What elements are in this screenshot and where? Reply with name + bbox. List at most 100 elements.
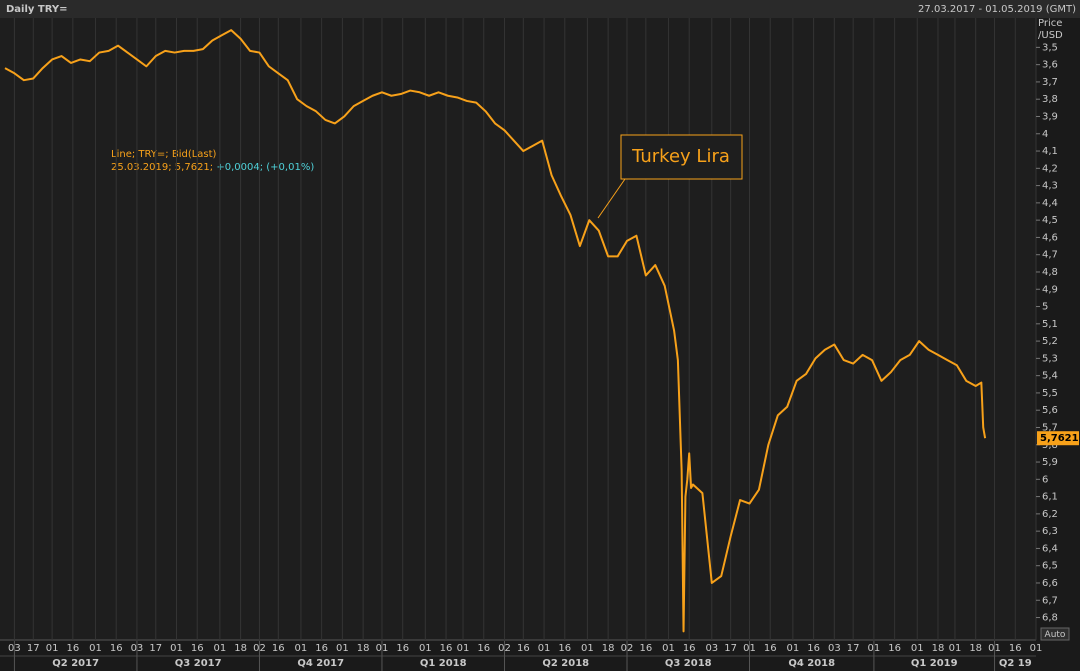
x-tick-label: 01: [949, 643, 962, 654]
quarter-label: Q1 2019: [911, 658, 958, 669]
date-range: 27.03.2017 - 01.05.2019 (GMT): [918, 4, 1076, 15]
y-tick-label: 5,8: [1042, 440, 1058, 451]
x-tick-label: 18: [357, 643, 370, 654]
y-tick-label: 4,4: [1042, 198, 1058, 209]
y-tick-label: 6,7: [1042, 595, 1058, 606]
y-tick-label: 5,1: [1042, 319, 1058, 330]
y-tick-label: 5,5: [1042, 388, 1058, 399]
x-tick-label: 16: [558, 643, 571, 654]
x-tick-label: 01: [662, 643, 675, 654]
y-tick-label: 6,8: [1042, 613, 1058, 624]
x-tick-label: 01: [336, 643, 349, 654]
y-tick-label: 4,9: [1042, 284, 1058, 295]
y-tick-label: 4,3: [1042, 181, 1058, 192]
x-tick-label: 03: [828, 643, 841, 654]
x-tick-label: 01: [786, 643, 799, 654]
price-line: [4, 29, 987, 633]
x-tick-label: 16: [517, 643, 530, 654]
x-tick-label: 16: [396, 643, 409, 654]
quarter-label: Q4 2018: [788, 658, 835, 669]
x-tick-label: 16: [272, 643, 285, 654]
y-tick-label: 3,8: [1042, 94, 1058, 105]
x-tick-label: 01: [911, 643, 924, 654]
y-tick-label: 3,5: [1042, 42, 1058, 53]
x-tick-label: 01: [89, 643, 102, 654]
x-tick-label: 16: [440, 643, 453, 654]
legend-quote: 25.03.2019; 5,7621;: [111, 162, 213, 173]
x-tick-label: 16: [639, 643, 652, 654]
y-tick-label: 4: [1042, 129, 1048, 140]
y-axis-panel: [1036, 18, 1080, 671]
x-tick-label: 01: [457, 643, 470, 654]
y-tick-label: 5,2: [1042, 336, 1058, 347]
auto-button[interactable]: [1040, 627, 1070, 641]
x-tick-label: 17: [27, 643, 40, 654]
x-tick-label: 01: [295, 643, 308, 654]
callout-text: Turkey Lira: [631, 146, 730, 167]
quarter-label: Q2 2018: [542, 658, 589, 669]
y-tick-label: 5,4: [1042, 371, 1058, 382]
x-tick-label: 03: [705, 643, 718, 654]
legend-line: Line; TRY=; Bid(Last): [111, 149, 217, 160]
y-tick-label: 5,7: [1042, 422, 1058, 433]
y-tick-label: 5,3: [1042, 353, 1058, 364]
x-tick-label: 01: [1030, 643, 1043, 654]
y-tick-label: 6,5: [1042, 561, 1058, 572]
quarter-label: Q3 2018: [665, 658, 712, 669]
x-tick-label: 18: [234, 643, 247, 654]
price-tag-label: 5,7621: [1040, 433, 1079, 444]
callout-box: [620, 134, 743, 180]
y-tick-label: 6: [1042, 474, 1048, 485]
plot: [4, 18, 1037, 640]
quarter-label: Q2 19: [999, 658, 1032, 669]
quarter-label: Q3 2017: [175, 658, 222, 669]
quarter-label: Q4 2017: [297, 658, 344, 669]
x-tick-label: 01: [419, 643, 432, 654]
x-tick-label: 16: [888, 643, 901, 654]
auto-button-label[interactable]: Auto: [1045, 630, 1066, 640]
y-tick-label: 3,6: [1042, 60, 1058, 71]
x-tick-label: 16: [683, 643, 696, 654]
y-tick-label: 5: [1042, 302, 1048, 313]
y-tick-label: 5,6: [1042, 405, 1058, 416]
y-tick-label: 5,9: [1042, 457, 1058, 468]
x-tick-label: 01: [214, 643, 227, 654]
y-tick-label: 4,7: [1042, 250, 1058, 261]
y-tick-label: 6,3: [1042, 526, 1058, 537]
x-tick-label: 01: [538, 643, 551, 654]
x-tick-label: 18: [969, 643, 982, 654]
y-tick-label: 3,7: [1042, 77, 1058, 88]
x-tick-label: 01: [46, 643, 59, 654]
x-tick-label: 17: [149, 643, 162, 654]
price-tag: [1037, 431, 1079, 446]
x-tick-label: 01: [170, 643, 183, 654]
quarter-label: Q2 2017: [52, 658, 99, 669]
callout-leader: [597, 178, 626, 219]
y-axis-label-box: Price /USD: [1038, 18, 1063, 41]
y-tick-label: 4,5: [1042, 215, 1058, 226]
x-tick-label: 18: [932, 643, 945, 654]
y-tick-label: 4,2: [1042, 163, 1058, 174]
x-tick-label: 16: [764, 643, 777, 654]
legend-text: 25.03.2019; 5,7621; +0,0004; (+0,01%): [111, 162, 314, 173]
quarter-label: Q1 2018: [420, 658, 467, 669]
x-tick-label: 18: [602, 643, 615, 654]
y-tick-label: 4,1: [1042, 146, 1058, 157]
y-axis-label: Price /USD: [1038, 18, 1063, 41]
x-tick-label: 16: [807, 643, 820, 654]
x-tick-label: 16: [1009, 643, 1022, 654]
x-tick-label: 16: [477, 643, 490, 654]
x-tick-label: 17: [724, 643, 737, 654]
x-tick-label: 16: [110, 643, 123, 654]
y-tick-label: 3,9: [1042, 111, 1058, 122]
x-tick-label: 16: [191, 643, 204, 654]
header-bar: [0, 0, 1080, 18]
x-tick-label: 16: [66, 643, 79, 654]
y-tick-label: 4,8: [1042, 267, 1058, 278]
x-tick-label: 01: [581, 643, 594, 654]
x-tick-label: 16: [315, 643, 328, 654]
x-tick-label: 17: [847, 643, 860, 654]
